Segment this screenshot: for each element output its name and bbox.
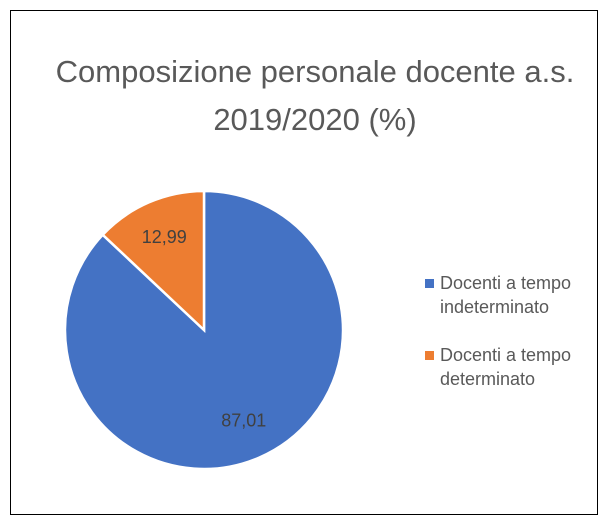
chart-title: Composizione personale docente a.s. 2019…	[55, 54, 575, 137]
legend-label: Docenti a tempo determinato	[440, 345, 572, 389]
legend-swatch	[425, 351, 434, 360]
pie-slice	[100, 189, 206, 333]
legend-swatch	[425, 279, 434, 288]
data-label: 12,99	[142, 227, 187, 247]
legend-label: Docenti a tempo indeterminato	[440, 273, 572, 317]
data-label: 87,01	[221, 411, 266, 431]
